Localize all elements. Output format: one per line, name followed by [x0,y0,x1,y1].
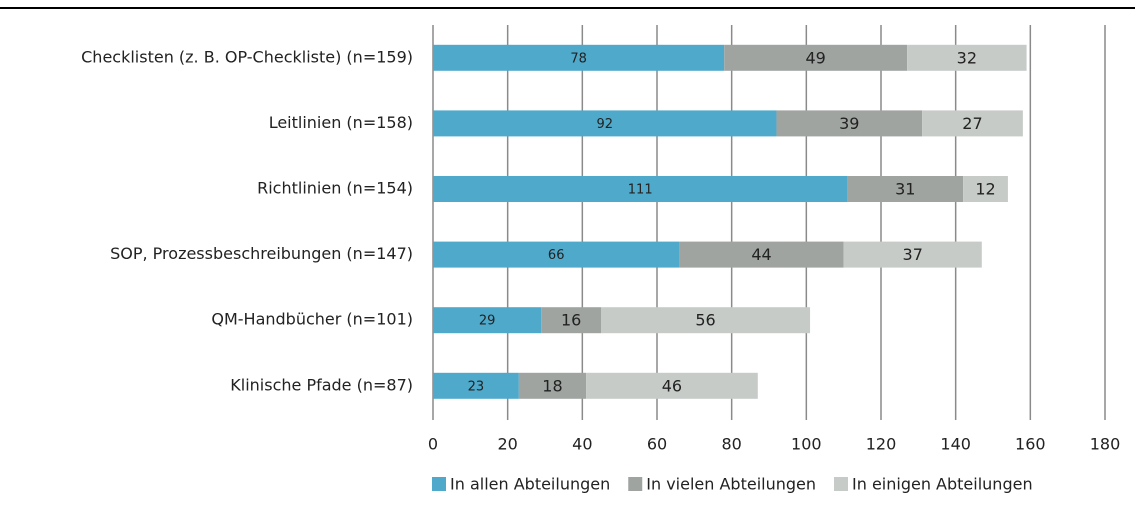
legend-label: In einigen Abteilungen [852,475,1033,494]
bar-segment [843,241,982,268]
value-label: 111 [628,183,653,198]
bar-segment [433,110,777,137]
x-tick-label: 80 [721,435,741,454]
bar-segment [433,176,848,202]
category-label: Richtlinien (n=154) [257,179,413,198]
value-label: 44 [751,245,771,264]
bar-segment [433,44,725,71]
value-label: 29 [479,314,496,329]
bar-segment [518,372,587,399]
bar-segment [586,372,758,399]
x-tick-label: 100 [791,435,822,454]
value-label: 49 [805,48,825,67]
bar-segment [541,307,601,334]
x-tick-label: 40 [572,435,592,454]
x-tick-label: 20 [497,435,517,454]
value-label: 12 [975,180,995,199]
legend-label: In allen Abteilungen [450,475,610,494]
x-tick-label: 120 [866,435,897,454]
bar-segment [847,176,964,202]
legend-swatch [432,477,446,491]
category-label: Checklisten (z. B. OP-Checkliste) (n=159… [81,47,413,66]
value-label: 31 [895,180,915,199]
legend-swatch [628,477,643,491]
bar-segment [679,241,844,268]
value-label: 66 [548,248,565,263]
value-label: 18 [542,376,562,395]
value-label: 16 [561,311,581,330]
bar-segment [433,307,542,334]
x-tick-label: 160 [1015,435,1046,454]
value-label: 92 [596,117,613,132]
bar-segment [922,110,1023,137]
category-label: SOP, Prozessbeschreibungen (n=147) [110,244,413,263]
value-label: 39 [839,114,859,133]
x-tick-label: 180 [1090,435,1121,454]
bar-segment [601,307,811,334]
legend-label: In vielen Abteilungen [646,475,816,494]
x-tick-label: 140 [940,435,971,454]
category-label: QM-Handbücher (n=101) [211,310,413,329]
legend-swatch [834,477,848,491]
bar-segment [776,110,923,137]
value-label: 27 [962,114,982,133]
category-label: Leitlinien (n=158) [269,113,413,132]
bar-segment [433,372,519,399]
value-label: 37 [903,245,923,264]
value-label: 23 [468,379,485,394]
bar-segment [724,44,908,71]
value-label: 56 [695,311,715,330]
bar-segment [963,176,1008,202]
category-label: Klinische Pfade (n=87) [230,375,413,394]
bar-segment [433,241,680,268]
bar-segment [907,44,1027,71]
value-label: 32 [957,48,977,67]
value-label: 78 [570,51,587,66]
value-label: 46 [662,376,682,395]
x-tick-label: 60 [647,435,667,454]
x-tick-label: 0 [428,435,438,454]
